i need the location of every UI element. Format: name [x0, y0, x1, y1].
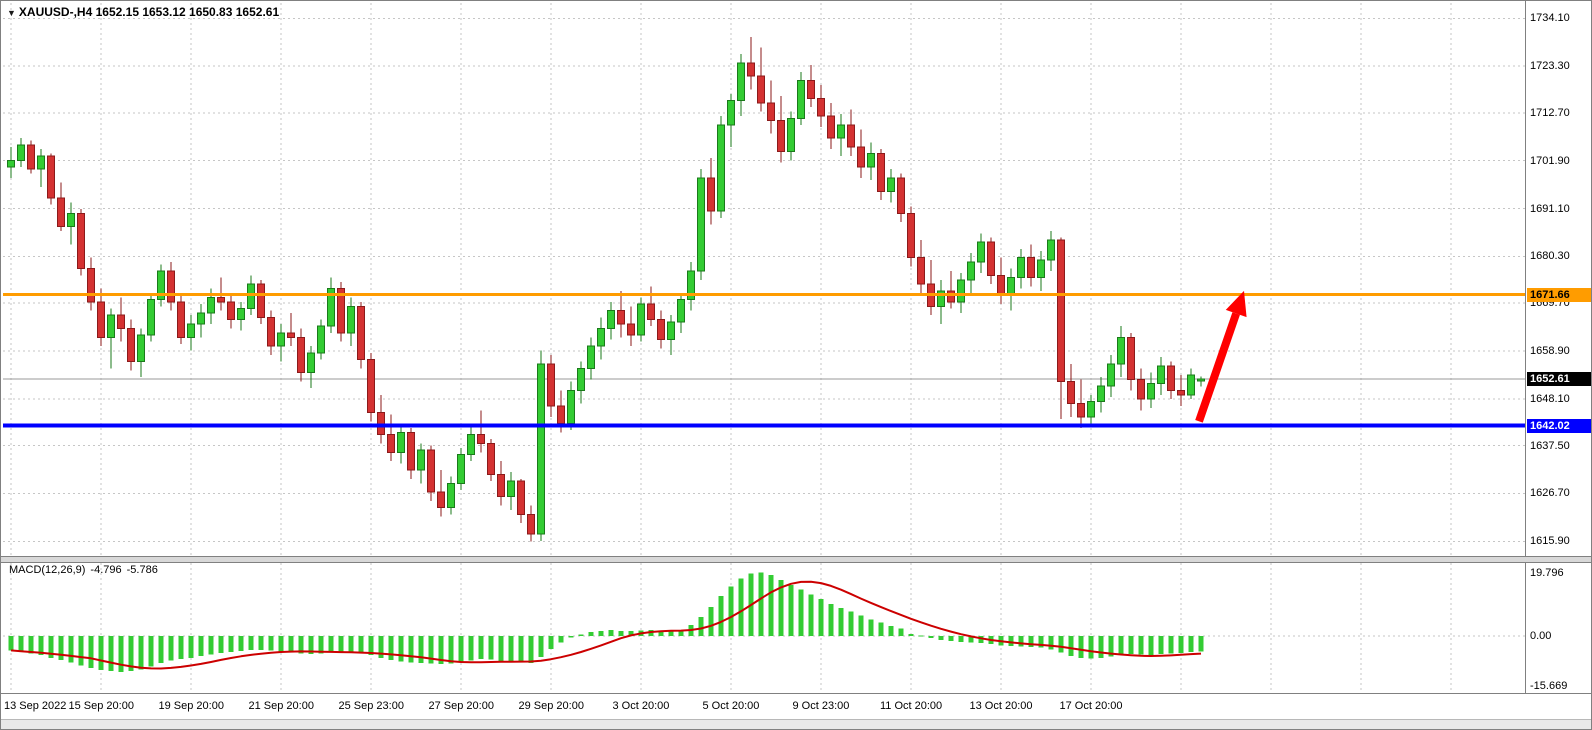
price-tick-label: 1615.90	[1530, 535, 1570, 548]
macd-name: MACD(12,26,9)	[9, 564, 86, 576]
macd-tick-label: 0.00	[1530, 630, 1552, 642]
current-price-tag: 1652.61	[1527, 371, 1591, 386]
time-axis-label: 25 Sep 23:00	[338, 700, 404, 712]
time-axis-label: 15 Sep 20:00	[68, 700, 134, 712]
price-tick-label: 1734.10	[1530, 12, 1570, 25]
price-tick-label: 1626.70	[1530, 487, 1570, 500]
price-tick-label: 1712.70	[1530, 106, 1570, 119]
price-tick-label: 1691.10	[1530, 202, 1570, 215]
hline-price-tag: 1671.66	[1527, 287, 1591, 302]
time-axis-label: 19 Sep 20:00	[158, 700, 224, 712]
hline-price-tag: 1642.02	[1527, 418, 1591, 433]
time-axis-label: 13 Oct 20:00	[969, 700, 1033, 712]
macd-indicator-label: MACD(12,26,9) -4.796 -5.786	[9, 564, 163, 576]
price-axis-border	[1525, 1, 1526, 693]
time-axis-label: 3 Oct 20:00	[612, 700, 670, 712]
price-tick-label: 1637.50	[1530, 439, 1570, 452]
price-tick-label: 1648.10	[1530, 392, 1570, 405]
panel-separator[interactable]	[1, 556, 1591, 563]
macd-tick-label: -15.669	[1530, 680, 1568, 693]
time-axis-label: 21 Sep 20:00	[248, 700, 314, 712]
price-tick-label: 1723.30	[1530, 60, 1570, 73]
up-arrow-annotation	[1195, 290, 1247, 423]
price-tick-label: 1680.30	[1530, 250, 1570, 263]
symbol-timeframe-label: XAUUSD-,H4	[18, 5, 93, 19]
time-axis-label: 5 Oct 20:00	[702, 700, 760, 712]
macd-value: -4.796	[90, 564, 122, 576]
ohlc-values: 1652.15 1653.12 1650.83 1652.61	[95, 5, 280, 19]
time-axis[interactable]	[1, 694, 1591, 719]
time-axis-label: 13 Sep 2022	[4, 700, 67, 712]
window-bottom-edge	[1, 719, 1591, 729]
price-tick-label: 1658.90	[1530, 344, 1570, 357]
macd-signal-value: -5.786	[126, 564, 158, 576]
symbol-dropdown-icon[interactable]: ▼	[7, 8, 16, 18]
macd-tick-label: 19.796	[1530, 566, 1564, 579]
time-axis-label: 11 Oct 20:00	[880, 700, 943, 712]
time-axis-label: 17 Oct 20:00	[1059, 700, 1123, 712]
time-axis-border	[1, 693, 1591, 694]
time-axis-label: 27 Sep 20:00	[428, 700, 494, 712]
price-tick-label: 1701.90	[1530, 154, 1570, 167]
price-axis[interactable]	[1526, 1, 1591, 693]
time-axis-label: 9 Oct 23:00	[792, 700, 850, 712]
chart-header: ▼ XAUUSD-,H4 1652.15 1653.12 1650.83 1652…	[7, 5, 279, 19]
time-axis-label: 29 Sep 20:00	[518, 700, 584, 712]
